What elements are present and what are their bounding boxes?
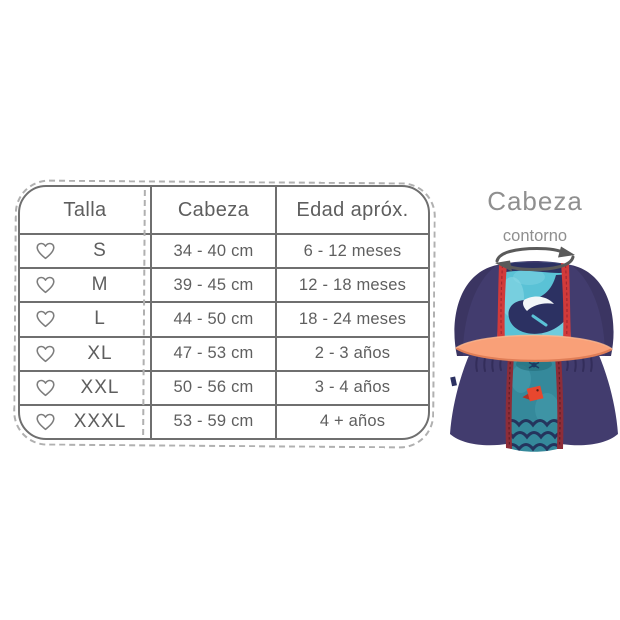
head-circumference-value: 44 - 50 cm	[150, 303, 275, 336]
hat-brim	[455, 334, 613, 362]
heart-icon	[35, 412, 56, 431]
fish-print	[522, 385, 544, 402]
table-row: S 34 - 40 cm 6 - 12 meses	[20, 233, 428, 268]
head-circumference-value: 34 - 40 cm	[150, 235, 275, 268]
heart-icon	[35, 310, 56, 329]
whale-silhouette	[508, 274, 571, 334]
measure-title: Cabeza	[487, 186, 583, 216]
size-label: XL	[87, 342, 113, 364]
upper-left-seam	[497, 263, 507, 343]
head-circumference-value: 39 - 45 cm	[150, 269, 275, 302]
bow-detail	[528, 361, 540, 369]
table-row: L 44 - 50 cm 18 - 24 meses	[20, 301, 428, 336]
measure-subtitle: contorno	[502, 227, 568, 245]
upper-right-seam	[561, 263, 571, 343]
size-chart-table: Talla Cabeza Edad apróx. S 34 - 40 cm 6 …	[12, 179, 437, 449]
age-range-value: 3 - 4 años	[275, 371, 428, 404]
table-header-row: Talla Cabeza Edad apróx.	[20, 187, 428, 233]
head-circumference-value: 53 - 59 cm	[150, 405, 275, 438]
age-range-value: 18 - 24 meses	[275, 303, 428, 336]
age-range-value: 4 + años	[275, 405, 428, 438]
gather-stitches	[475, 357, 593, 372]
lower-left-seam	[505, 355, 514, 449]
size-cell: L	[20, 303, 150, 335]
side-tag	[450, 376, 457, 387]
sun-hat-image	[448, 259, 620, 453]
table-body: S 34 - 40 cm 6 - 12 meses M 39 - 45 cm 1…	[20, 233, 428, 438]
table-row: M 39 - 45 cm 12 - 18 meses	[20, 267, 428, 302]
measure-label-block: Cabeza contorno	[449, 186, 620, 246]
size-label: XXL	[80, 376, 120, 398]
lower-right-seam	[555, 355, 564, 449]
column-header-talla: Talla	[63, 198, 107, 221]
size-cell: XXXL	[20, 406, 150, 438]
whale-print-panel	[497, 262, 571, 343]
size-label: S	[93, 240, 107, 262]
heart-icon	[35, 378, 56, 397]
size-cell: XXL	[20, 372, 150, 404]
column-header-cabeza: Cabeza	[150, 187, 275, 233]
head-circumference-value: 47 - 53 cm	[150, 337, 275, 370]
lower-print-panel	[505, 355, 564, 452]
wave-print	[507, 419, 562, 452]
age-range-value: 6 - 12 meses	[275, 235, 428, 268]
heart-icon	[35, 276, 56, 295]
size-label: XXXL	[73, 410, 127, 432]
head-circumference-value: 50 - 56 cm	[150, 371, 275, 404]
age-range-value: 12 - 18 meses	[275, 269, 428, 302]
rotation-arrows-icon	[487, 244, 583, 274]
column-header-edad: Edad apróx.	[275, 187, 428, 233]
table-row: XL 47 - 53 cm 2 - 3 años	[20, 335, 428, 370]
table-row: XXL 50 - 56 cm 3 - 4 años	[20, 369, 428, 404]
size-cell: S	[20, 235, 150, 267]
size-cell: M	[20, 269, 150, 301]
heart-icon	[35, 242, 56, 261]
heart-icon	[35, 344, 56, 363]
age-range-value: 2 - 3 años	[275, 337, 428, 370]
size-label: L	[94, 308, 106, 330]
table-row: XXXL 53 - 59 cm 4 + años	[20, 403, 428, 438]
size-label: M	[91, 274, 109, 296]
size-cell: XL	[20, 338, 150, 370]
